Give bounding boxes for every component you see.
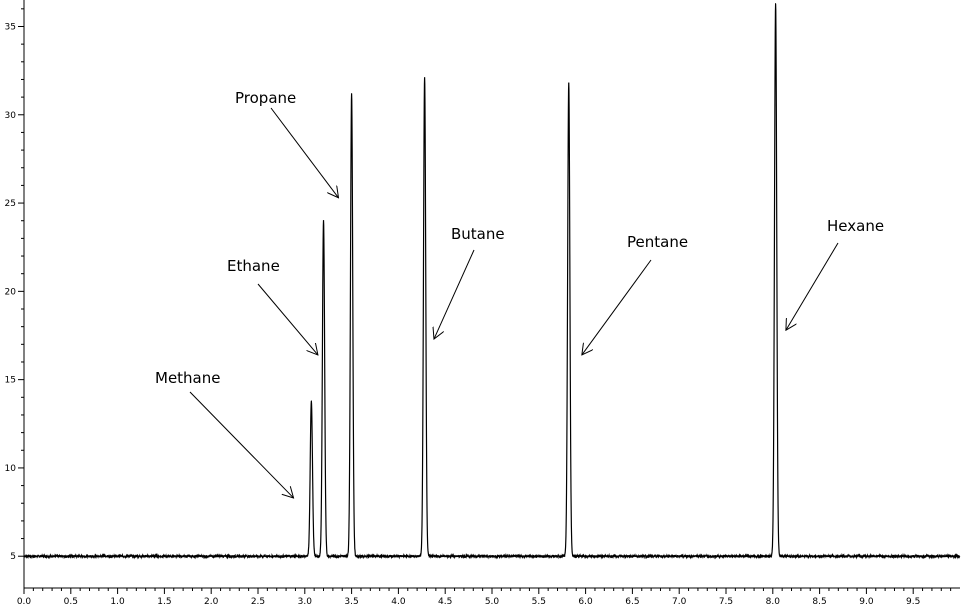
- peak-apex-5: [775, 3, 777, 5]
- y-tick-label: 30: [5, 111, 17, 121]
- x-tick-label: 3.0: [298, 597, 313, 607]
- y-tick-label: 25: [5, 199, 16, 209]
- trace: [23, 3, 961, 560]
- x-tick-label: 1.5: [157, 597, 171, 607]
- annotations: Methane Ethane Propane Butane Pentane Hexane: [155, 89, 884, 498]
- annotation-arrow-ethane: [257, 283, 318, 355]
- peak-apex-3: [424, 77, 426, 79]
- x-tick-label: 6.5: [625, 597, 639, 607]
- x-tick-label: 4.5: [438, 597, 452, 607]
- x-tick-label: 0.0: [17, 597, 32, 607]
- annotation-arrow-butane: [434, 249, 475, 339]
- annotation-arrow-propane: [270, 107, 338, 198]
- x-tick-label: 8.0: [766, 597, 781, 607]
- x-tick-label: 5.0: [485, 597, 500, 607]
- peak-apex-1: [323, 220, 325, 222]
- annotation-arrow-hexane: [786, 242, 839, 330]
- peak-apex-4: [568, 82, 570, 84]
- x-tick-label: 9.0: [859, 597, 874, 607]
- annotation-arrow-methane: [189, 391, 294, 498]
- annotation-label-ethane: Ethane: [227, 257, 280, 275]
- annotation-label-hexane: Hexane: [827, 217, 884, 235]
- x-tick-label: 2.5: [251, 597, 265, 607]
- chromatogram-trace: [23, 3, 961, 560]
- peak-apex-0: [310, 400, 312, 402]
- annotation-label-methane: Methane: [155, 369, 221, 387]
- x-tick-label: 6.0: [578, 597, 593, 607]
- peak-apex-2: [351, 93, 353, 95]
- y-axis-ticks: 5 10 15 20 25 30 35: [5, 8, 24, 562]
- y-tick-label: 15: [5, 376, 16, 386]
- annotation-label-butane: Butane: [451, 225, 505, 243]
- annotation-label-propane: Propane: [235, 89, 296, 107]
- x-tick-label: 9.5: [906, 597, 920, 607]
- annotation-label-pentane: Pentane: [627, 233, 688, 251]
- y-tick-label: 20: [5, 287, 17, 297]
- y-tick-label: 5: [10, 552, 16, 562]
- x-tick-label: 3.5: [344, 597, 358, 607]
- x-tick-label: 2.0: [204, 597, 219, 607]
- y-tick-label: 10: [5, 464, 17, 474]
- axes: [23, 0, 960, 589]
- x-tick-label: 7.5: [719, 597, 733, 607]
- x-tick-label: 4.0: [391, 597, 406, 607]
- x-tick-label: 7.0: [672, 597, 687, 607]
- x-tick-label: 8.5: [812, 597, 826, 607]
- x-tick-label: 1.0: [110, 597, 125, 607]
- x-tick-label: 5.5: [532, 597, 546, 607]
- x-axis-ticks: 0.0 0.5 1.0 1.5 2.0 2.5 3.0 3.5 4.0 4.5 5.0 5.5 6.0 6…: [17, 588, 952, 607]
- annotation-arrow-pentane: [582, 259, 652, 355]
- y-tick-label: 35: [5, 22, 16, 32]
- x-tick-label: 0.5: [64, 597, 78, 607]
